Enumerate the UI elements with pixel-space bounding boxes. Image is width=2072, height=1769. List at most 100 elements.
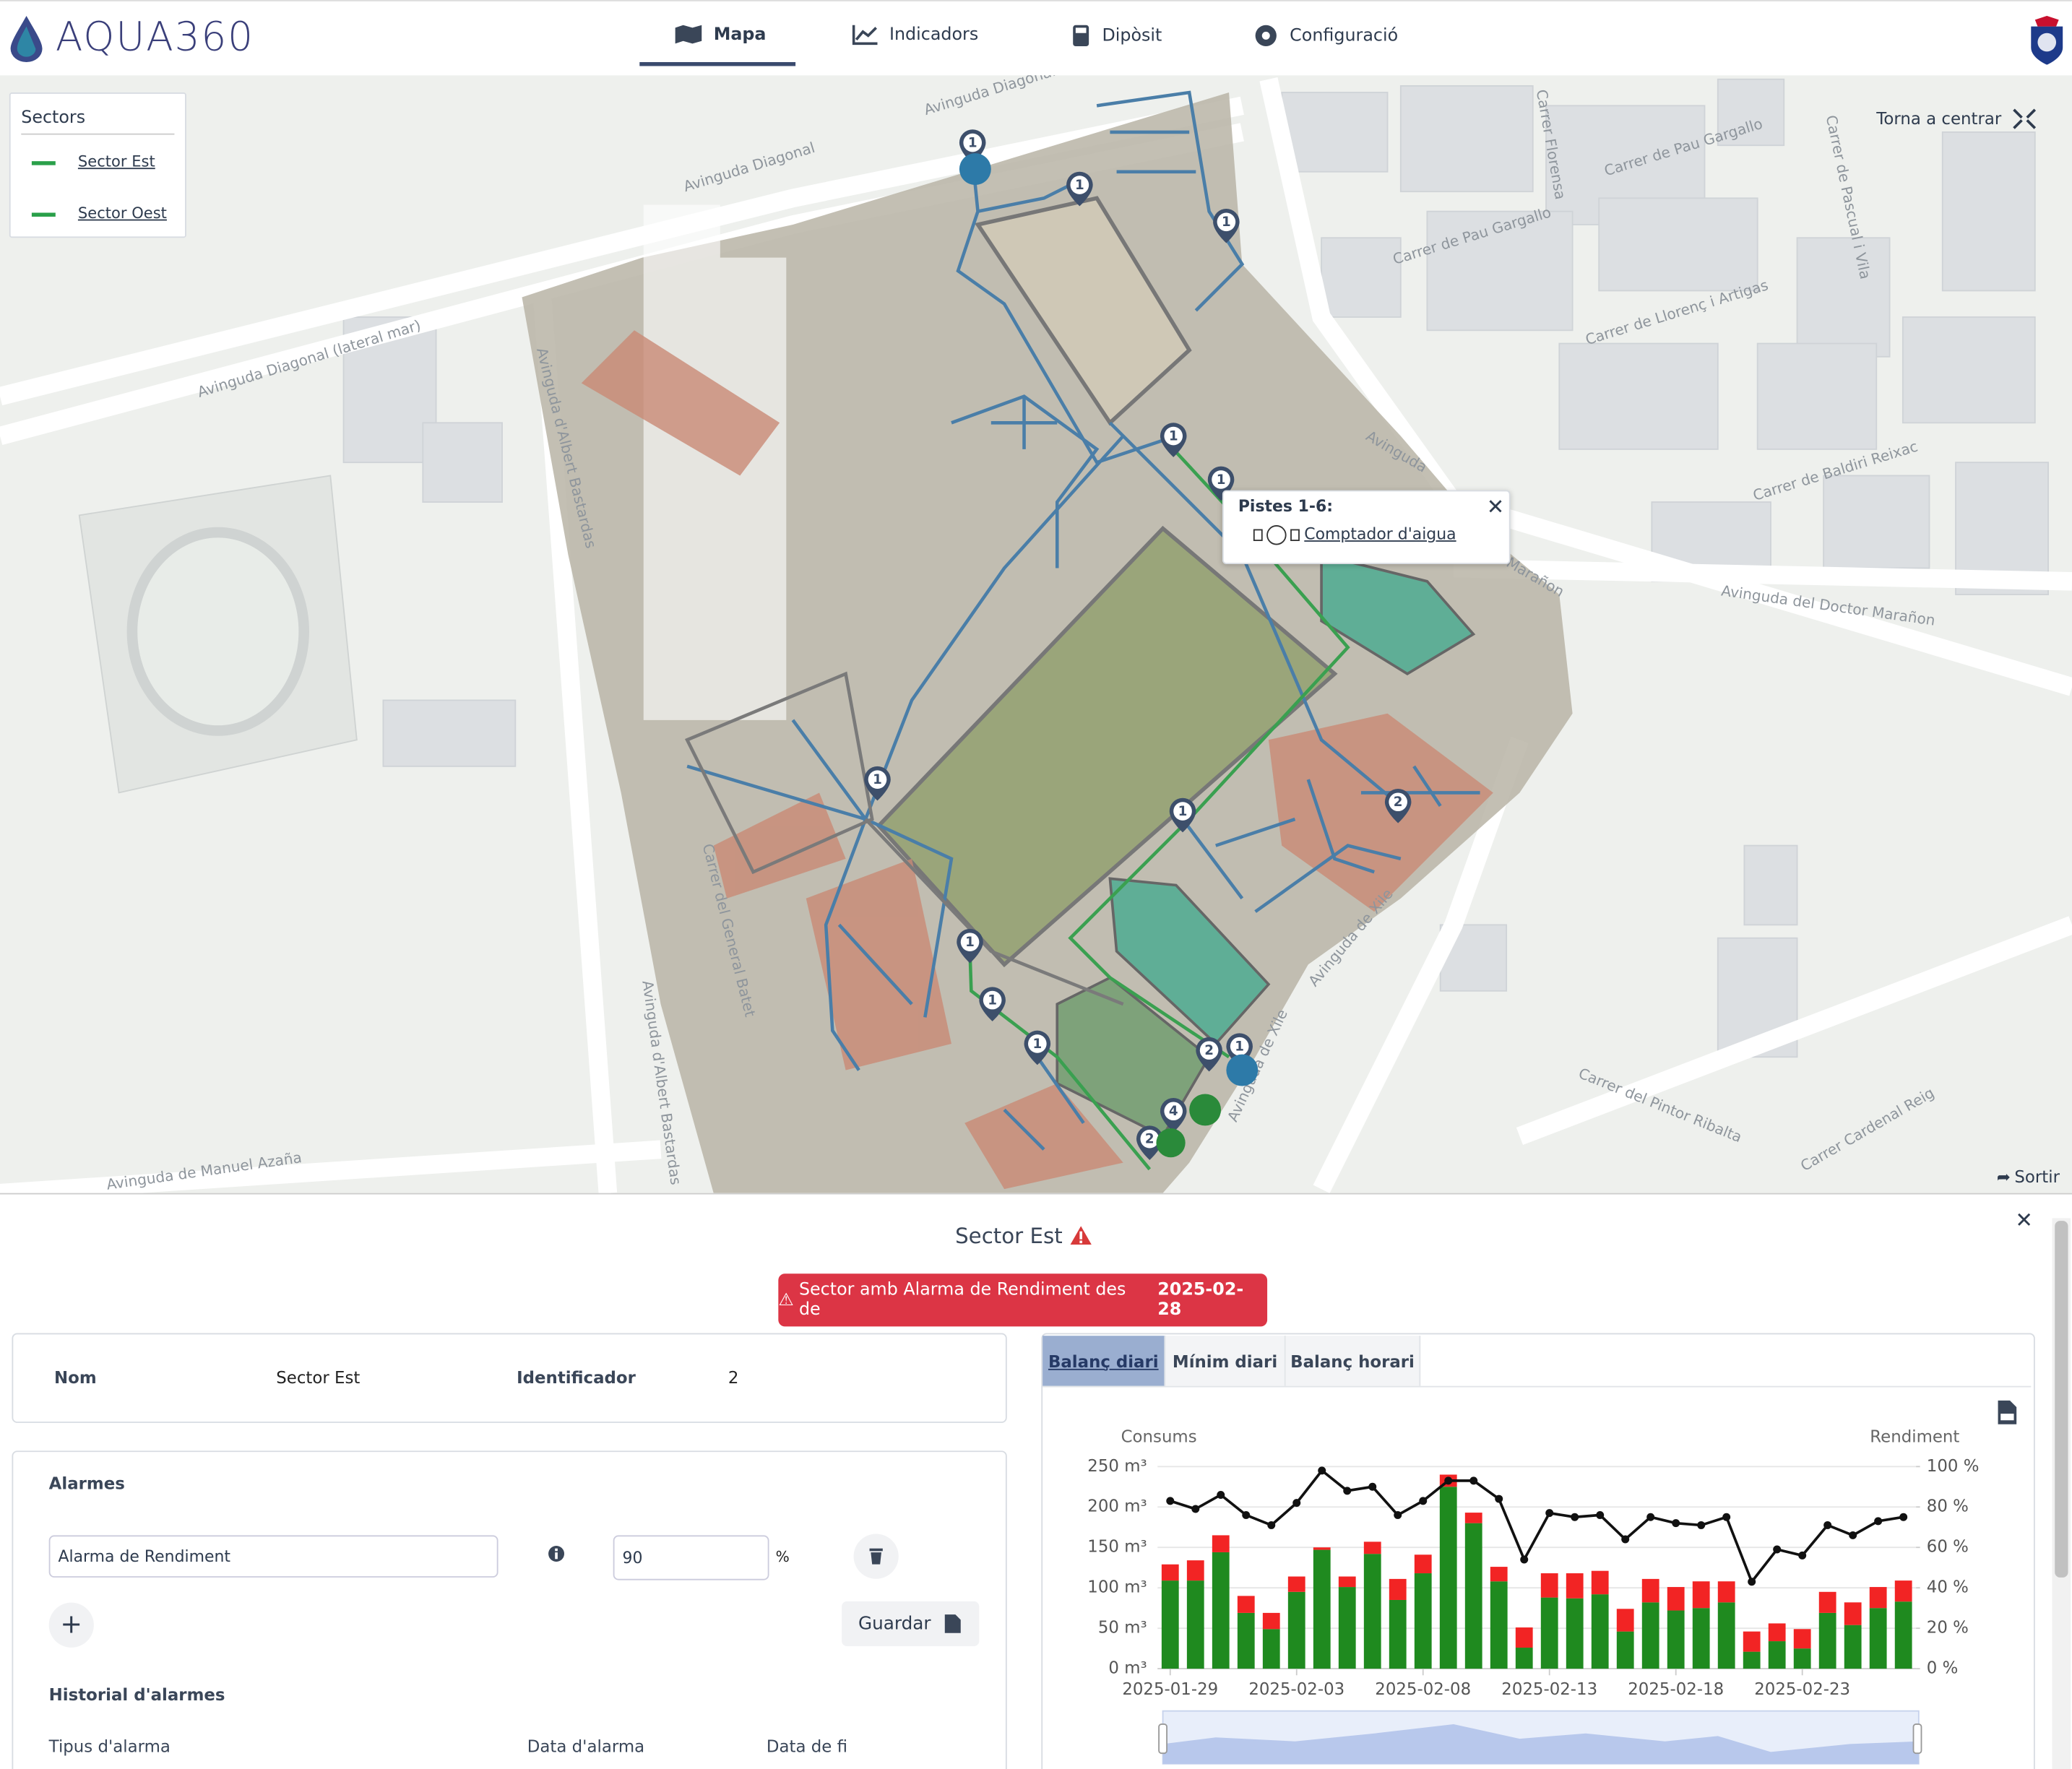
line-point — [1318, 1466, 1326, 1475]
map-marker[interactable]: 1 — [1024, 1030, 1051, 1065]
bar-segment — [1237, 1596, 1255, 1613]
x-tick-label: 2025-02-13 — [1501, 1680, 1597, 1699]
marker-inner — [1164, 426, 1183, 446]
map-marker[interactable]: 1 — [1169, 797, 1196, 833]
tab-active[interactable]: Balanç diari — [1043, 1336, 1166, 1386]
nav-mapa[interactable]: Mapa — [674, 24, 767, 45]
legend-item[interactable]: Sector Oest — [77, 203, 167, 222]
popup-link[interactable]: Comptador d'aigua — [1304, 524, 1456, 543]
map-marker[interactable]: 1 — [957, 928, 983, 964]
marker-label: 1 — [1169, 429, 1178, 444]
legend-item[interactable]: Sector Est — [77, 152, 155, 170]
map-marker[interactable]: 2 — [1196, 1037, 1222, 1072]
popup-close[interactable]: ✕ — [1486, 494, 1505, 519]
nav-label: Configuració — [1290, 25, 1399, 46]
panel-close[interactable]: ✕ — [2015, 1207, 2033, 1233]
map-marker[interactable]: 1 — [1213, 208, 1240, 243]
bar-segment — [1768, 1641, 1786, 1669]
bar-segment — [1667, 1587, 1685, 1611]
alarm-value-input[interactable]: 90 — [613, 1535, 769, 1580]
line-point — [1571, 1513, 1579, 1521]
marker-inner — [1164, 1102, 1183, 1121]
navigator-area — [1162, 1723, 1919, 1764]
bar-segment — [1313, 1549, 1331, 1669]
map-marker[interactable]: 2 — [1136, 1125, 1163, 1160]
marker-label: 4 — [1169, 1104, 1178, 1119]
bar-segment — [1262, 1612, 1280, 1630]
marker-label: 2 — [1394, 795, 1403, 810]
y2-axis-title: Rendiment — [1870, 1428, 1959, 1447]
nav-diposit[interactable]: Dipòsit — [1071, 24, 1162, 48]
bar-segment — [1793, 1648, 1811, 1669]
bar-segment — [1161, 1580, 1179, 1669]
navigator-handle[interactable] — [1912, 1723, 1922, 1755]
alarm-type-input[interactable]: Alarma de Rendiment — [48, 1535, 498, 1578]
bar-segment — [1262, 1629, 1280, 1669]
input-value: Alarma de Rendiment — [58, 1547, 231, 1566]
bar-segment — [1389, 1599, 1407, 1669]
y-tick-label: 0 m³ — [1108, 1659, 1147, 1678]
bar-segment — [1641, 1578, 1659, 1603]
bar-segment — [1818, 1591, 1836, 1613]
csv-button[interactable] — [1995, 1399, 2019, 1426]
nav-indicadors[interactable]: Indicadors — [852, 24, 978, 46]
nav-label: Mapa — [713, 24, 767, 45]
bar-segment — [1667, 1610, 1685, 1669]
line-point — [1545, 1509, 1554, 1518]
meter-icon — [1253, 525, 1300, 545]
tab[interactable]: Mínim diari — [1165, 1336, 1286, 1386]
marker-label: 1 — [1075, 178, 1084, 193]
bar-segment — [1869, 1587, 1887, 1609]
line-point — [1292, 1499, 1301, 1508]
bar-segment — [1186, 1560, 1204, 1581]
bar-segment — [1161, 1564, 1179, 1581]
bar-segment — [1793, 1629, 1811, 1649]
info-label: Identificador — [517, 1367, 636, 1388]
delete-button[interactable] — [853, 1534, 899, 1579]
map-marker[interactable]: 1 — [1066, 171, 1093, 207]
club-crest — [2031, 15, 2063, 65]
marker-inner — [983, 990, 1002, 1010]
bar-segment — [1490, 1567, 1508, 1582]
line-point — [1217, 1490, 1225, 1499]
panel-title: Sector Est — [0, 1224, 2048, 1248]
nav-config[interactable]: Configuració — [1253, 24, 1398, 48]
line-point — [1621, 1535, 1630, 1544]
map-marker[interactable]: 1 — [864, 766, 891, 801]
recenter-label: Torna a centrar — [1876, 108, 2002, 129]
marker-label: 2 — [1204, 1043, 1214, 1058]
map-marker[interactable]: 1 — [979, 987, 1006, 1021]
map-marker[interactable]: 4 — [1160, 1097, 1187, 1133]
line-point — [1596, 1510, 1605, 1519]
line-point — [1242, 1510, 1251, 1519]
navigator-handle[interactable] — [1158, 1723, 1167, 1755]
line-point — [1267, 1521, 1276, 1529]
line-point — [1419, 1497, 1428, 1505]
map-marker[interactable]: 2 — [1384, 788, 1412, 823]
exit-button[interactable]: ➦ Sortir — [1996, 1167, 2060, 1187]
marker-label: 1 — [988, 993, 997, 1008]
line-point — [1697, 1521, 1706, 1529]
add-button[interactable]: + — [48, 1602, 94, 1648]
marker-label: 2 — [1145, 1132, 1154, 1147]
x-tick-label: 2025-02-23 — [1754, 1680, 1850, 1699]
line-point — [1722, 1513, 1731, 1521]
recenter-button[interactable]: Torna a centrar — [1876, 108, 2036, 129]
line-point — [1899, 1513, 1908, 1521]
chart: Consums Rendiment 0 m³ 50 m³ 100 m³ 150 m³ 2… — [1087, 1428, 1979, 1765]
bar-segment — [1641, 1602, 1659, 1669]
line-point — [1798, 1551, 1807, 1560]
line-point — [1646, 1513, 1655, 1521]
map-marker[interactable]: 1 — [1160, 423, 1187, 457]
tab[interactable]: Balanç horari — [1285, 1336, 1421, 1386]
bar-segment — [1743, 1631, 1761, 1652]
bar-segment — [1566, 1573, 1584, 1599]
x-tick-label: 2025-02-18 — [1628, 1680, 1724, 1699]
popup-title: Pistes 1-6: — [1238, 496, 1334, 516]
bar-segment — [1389, 1578, 1407, 1600]
y-tick-label: 250 m³ — [1087, 1457, 1147, 1476]
save-button[interactable]: Guardar — [842, 1601, 980, 1647]
info-icon[interactable] — [547, 1544, 566, 1563]
y-axis-title: Consums — [1121, 1428, 1197, 1447]
